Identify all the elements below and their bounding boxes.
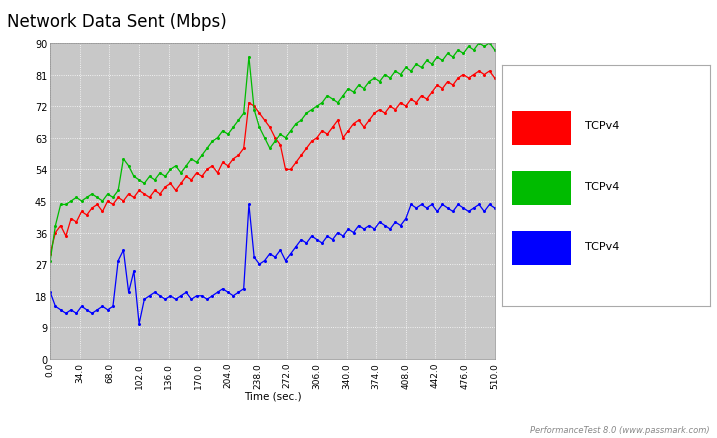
Text: TCPv4: TCPv4 [585,121,619,131]
Text: Network Data Sent (Mbps): Network Data Sent (Mbps) [7,13,227,31]
FancyBboxPatch shape [512,111,571,145]
Text: PerformanceTest 8.0 (www.passmark.com): PerformanceTest 8.0 (www.passmark.com) [530,424,710,434]
FancyBboxPatch shape [512,172,571,205]
X-axis label: Time (sec.): Time (sec.) [244,391,301,400]
Text: TCPv4: TCPv4 [585,241,619,251]
Text: TCPv4: TCPv4 [585,181,619,191]
FancyBboxPatch shape [512,232,571,265]
